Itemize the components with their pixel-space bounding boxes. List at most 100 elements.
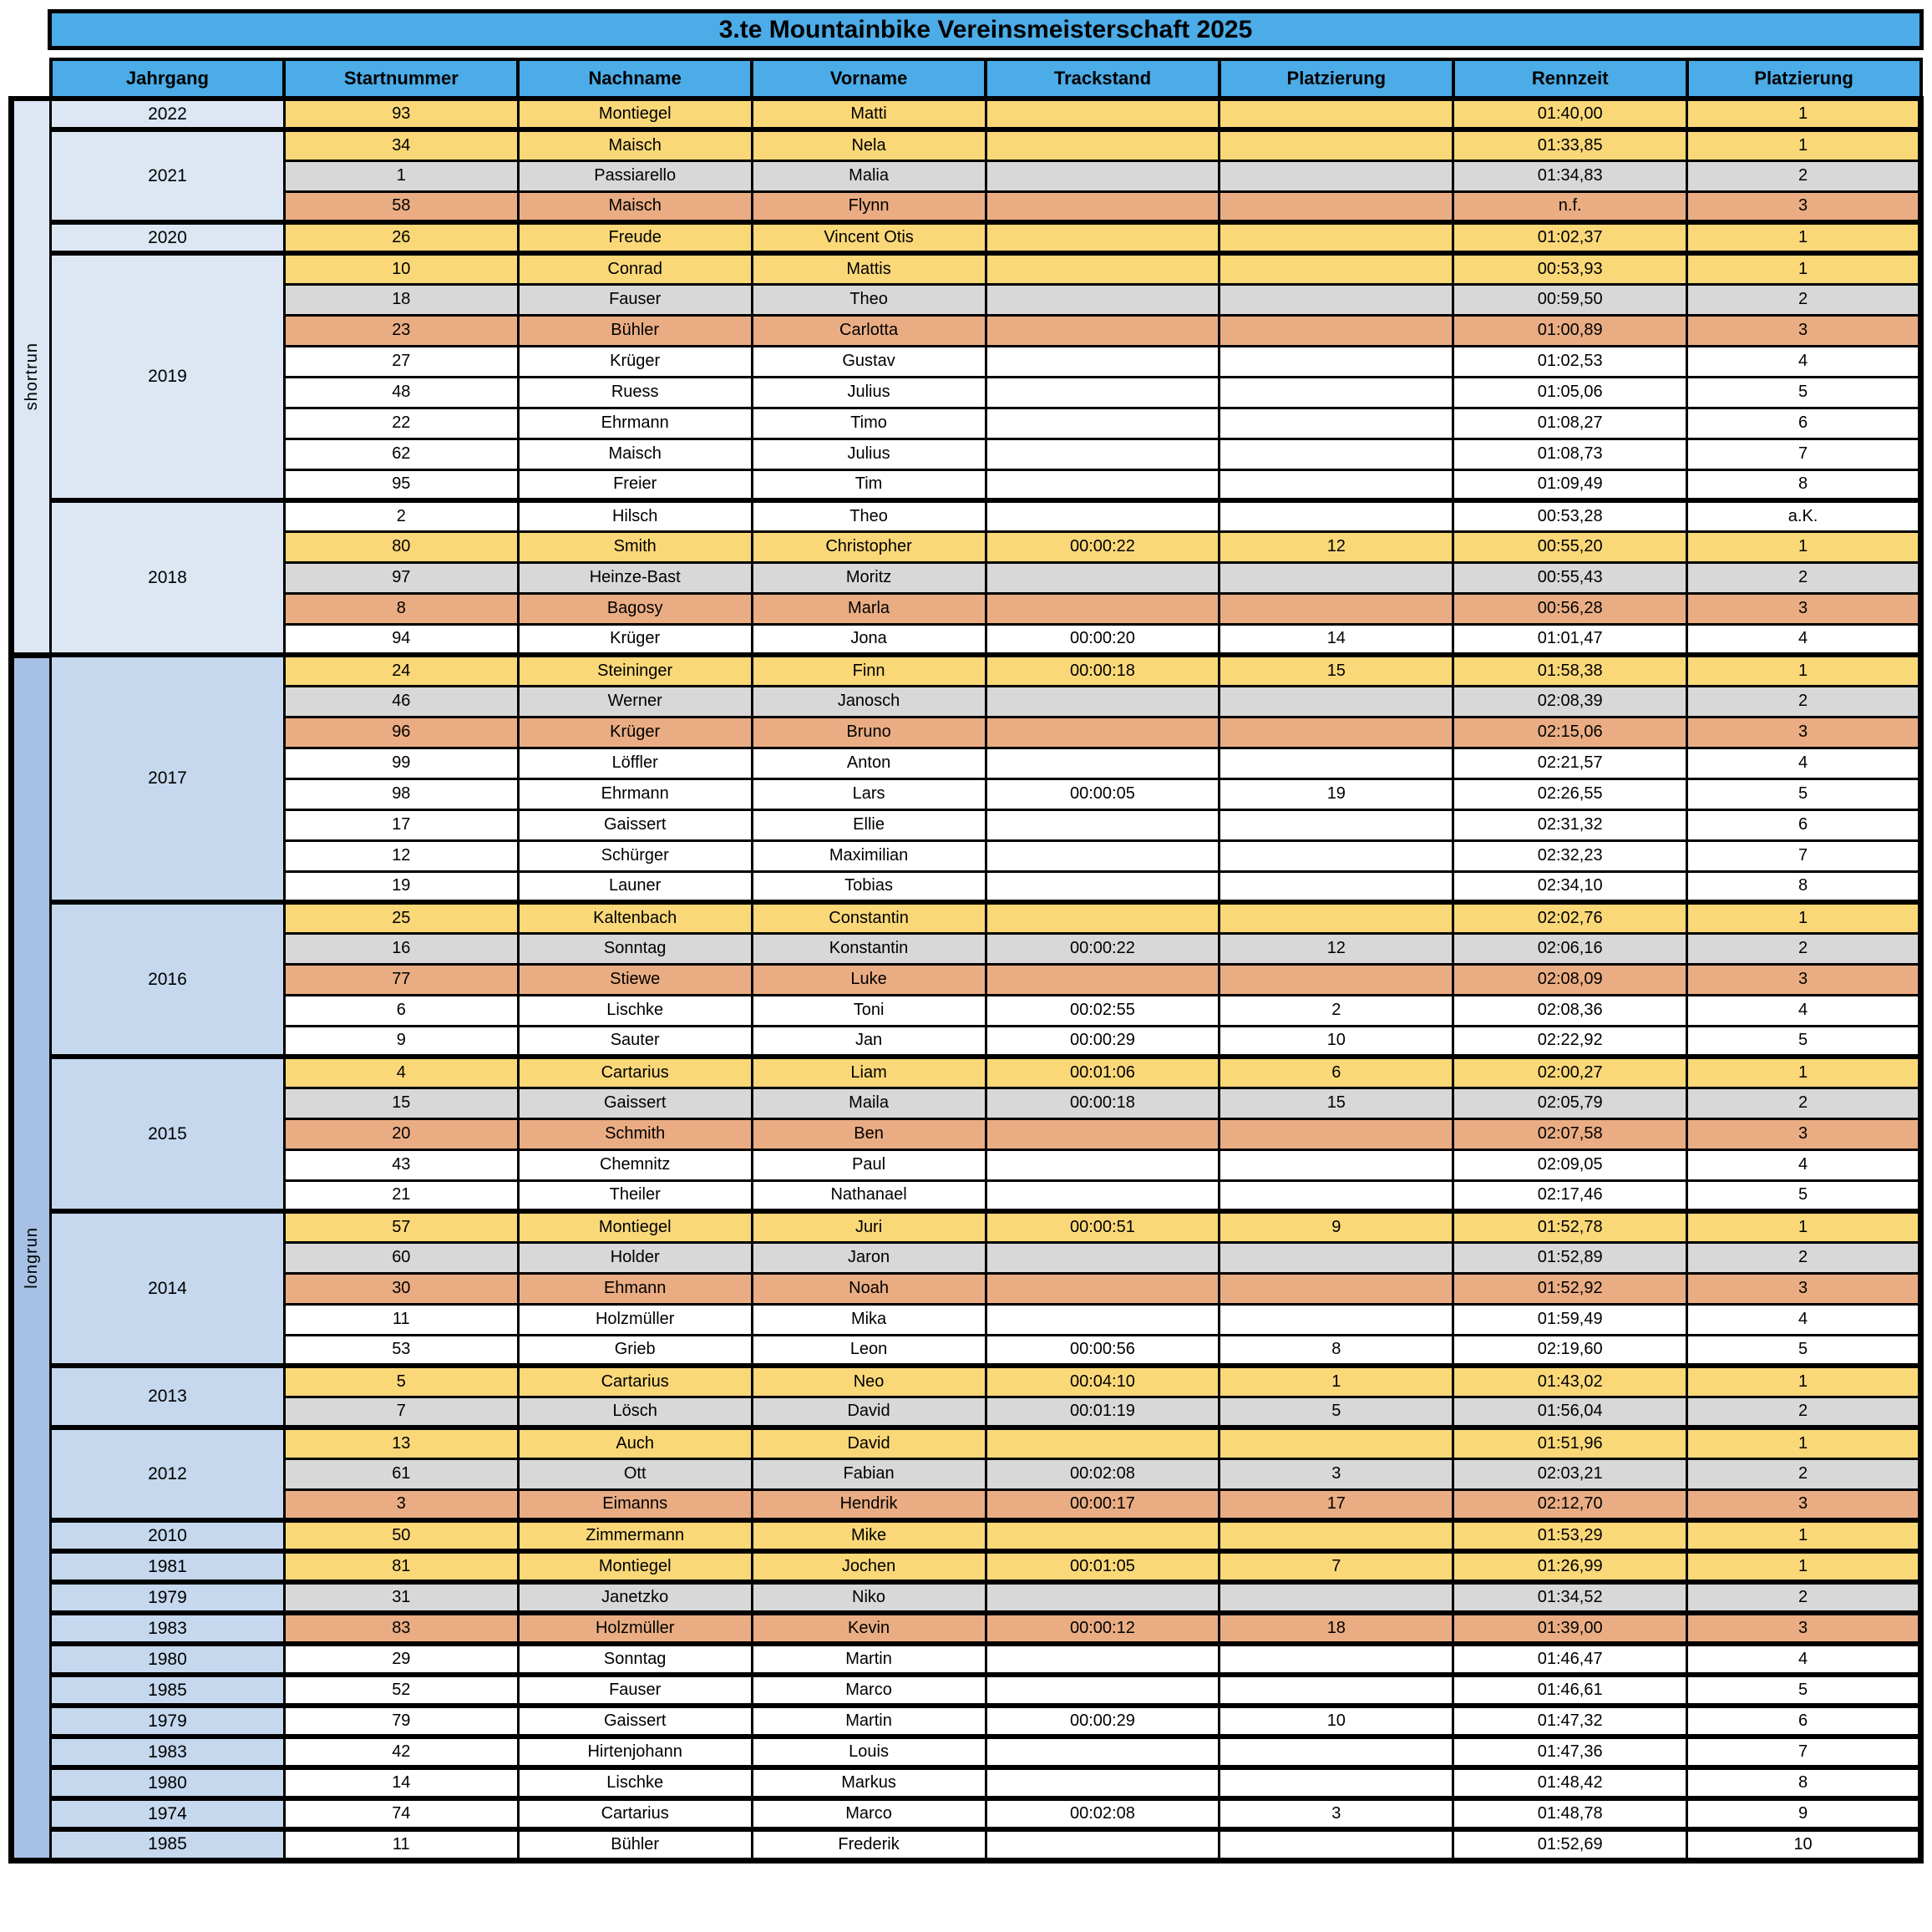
cell-startnummer: 13: [282, 1425, 520, 1460]
cell-startnummer: 42: [282, 1734, 520, 1769]
cell-vorname: Jan: [750, 1024, 987, 1058]
cell-startnummer: 31: [282, 1580, 520, 1615]
cell-startnummer: 10: [282, 251, 520, 286]
cell-rennzeit: 02:22,92: [1452, 1024, 1689, 1058]
cell-platz: 5: [1686, 1672, 1924, 1707]
cell-platzierung: [1218, 1302, 1455, 1336]
cell-trackstand: [984, 468, 1221, 502]
cell-rennzeit: 02:12,70: [1452, 1488, 1689, 1522]
header-row: Jahrgang Startnummer Nachname Vorname Tr…: [12, 58, 1923, 100]
cell-vorname: Luke: [750, 962, 987, 996]
cell-platzierung: [1218, 560, 1455, 595]
table-row: 2013 5 Cartarius Neo 00:04:10 1 01:43,02 1: [12, 1363, 1924, 1429]
cell-startnummer: 21: [282, 1179, 520, 1213]
cell-platzierung: 6: [1218, 1054, 1455, 1089]
cell-platzierung: [1218, 313, 1455, 347]
cell-platz: 2: [1686, 560, 1924, 595]
column-header-platzierung-1: Platzierung: [1217, 58, 1455, 100]
cell-platzierung: [1218, 1518, 1455, 1553]
cell-nachname: Sauter: [516, 1024, 753, 1058]
table-row: 1985 11 Bühler Frederik 01:52,69 10: [12, 1827, 1924, 1864]
table-row: 1 Passiarello Malia 01:34,83 2: [12, 159, 1924, 193]
cell-nachname: Werner: [516, 684, 753, 718]
cell-rennzeit: 01:53,29: [1452, 1518, 1689, 1553]
table-row: 2020 26 Freude Vincent Otis 01:02,37 1: [12, 220, 1924, 255]
cell-vorname: Noah: [750, 1271, 987, 1306]
column-header-jahrgang: Jahrgang: [48, 58, 287, 100]
cell-vorname: Toni: [750, 993, 987, 1027]
cell-rennzeit: 02:03,21: [1452, 1457, 1689, 1491]
table-row: 30 Ehmann Noah 01:52,92 3: [12, 1271, 1924, 1306]
year-cell: 2018: [49, 498, 286, 657]
cell-trackstand: [984, 159, 1221, 193]
cell-trackstand: [984, 560, 1221, 595]
cell-vorname: Markus: [750, 1765, 987, 1800]
table-row: 98 Ehrmann Lars 00:00:05 19 02:26,55 5: [12, 777, 1924, 811]
cell-platz: 10: [1686, 1827, 1924, 1864]
cell-vorname: Tim: [750, 468, 987, 502]
cell-trackstand: [984, 1425, 1221, 1460]
table-row: 2018 2 Hilsch Theo 00:53,28 a.K.: [12, 498, 1924, 657]
year-cell: 2014: [49, 1209, 286, 1367]
cell-platzierung: [1218, 870, 1455, 904]
cell-startnummer: 77: [282, 962, 520, 996]
cell-platz: 4: [1686, 1302, 1924, 1336]
cell-platzierung: 15: [1218, 652, 1455, 687]
cell-vorname: Martin: [750, 1641, 987, 1676]
cell-startnummer: 23: [282, 313, 520, 347]
cell-platz: 3: [1686, 1117, 1924, 1151]
table-row: 1983 83 Holzmüller Kevin 00:00:12 18 01:39,00 3: [12, 1610, 1924, 1645]
cell-nachname: Eimanns: [516, 1488, 753, 1522]
cell-startnummer: 96: [282, 715, 520, 749]
cell-nachname: Ott: [516, 1457, 753, 1491]
cell-vorname: Maila: [750, 1086, 987, 1120]
cell-trackstand: [984, 1765, 1221, 1800]
cell-vorname: Vincent Otis: [750, 220, 987, 255]
cell-rennzeit: 01:43,02: [1452, 1363, 1689, 1398]
cell-startnummer: 46: [282, 684, 520, 718]
cell-trackstand: [984, 746, 1221, 780]
table-row: 1979 79 Gaissert Martin 00:00:29 10 01:47,32 6: [12, 1703, 1924, 1738]
column-header-trackstand: Trackstand: [984, 58, 1221, 100]
cell-vorname: Tobias: [750, 870, 987, 904]
cell-platzierung: [1218, 962, 1455, 996]
cell-rennzeit: 01:39,00: [1452, 1610, 1689, 1645]
table-row: 2021 34 Maisch Nela 01:33,85 1: [12, 127, 1924, 224]
table-row: 2014 57 Montiegel Juri 00:00:51 9 01:52,78 1: [12, 1209, 1924, 1367]
column-header-rennzeit: Rennzeit: [1451, 58, 1689, 100]
cell-trackstand: [984, 1734, 1221, 1769]
cell-nachname: Schmith: [516, 1117, 753, 1151]
cell-vorname: David: [750, 1425, 987, 1460]
cell-platz: 1: [1686, 1425, 1924, 1460]
cell-vorname: Christopher: [750, 530, 987, 564]
cell-platzierung: [1218, 190, 1455, 224]
cell-nachname: Bagosy: [516, 591, 753, 626]
results-table-body: shortrun 2022 93 Montiegel Matti 01:40,00 1 202…: [8, 96, 1924, 1864]
cell-vorname: Flynn: [750, 190, 987, 224]
table-row: 22 Ehrmann Timo 01:08,27 6: [12, 406, 1924, 440]
table-row: 43 Chemnitz Paul 02:09,05 4: [12, 1148, 1924, 1182]
cell-nachname: Steininger: [516, 652, 753, 687]
cell-rennzeit: 00:59,50: [1452, 282, 1689, 317]
cell-vorname: Marco: [750, 1672, 987, 1707]
cell-rennzeit: 02:15,06: [1452, 715, 1689, 749]
cell-platz: 2: [1686, 684, 1924, 718]
cell-nachname: Freier: [516, 468, 753, 502]
table-row: 1981 81 Montiegel Jochen 00:01:05 7 01:26,99 1: [12, 1549, 1924, 1584]
cell-trackstand: [984, 1672, 1221, 1707]
year-cell: 2022: [49, 96, 286, 131]
year-cell: 2016: [49, 900, 286, 1058]
cell-platz: a.K.: [1686, 498, 1924, 533]
year-cell: 2015: [49, 1054, 286, 1213]
cell-nachname: Gaissert: [516, 1086, 753, 1120]
cell-vorname: Paul: [750, 1148, 987, 1182]
cell-rennzeit: 00:53,28: [1452, 498, 1689, 533]
cell-platzierung: 12: [1218, 931, 1455, 966]
cell-nachname: Bühler: [516, 1827, 753, 1864]
cell-vorname: Moritz: [750, 560, 987, 595]
cell-platzierung: [1218, 220, 1455, 255]
year-cell: 2013: [49, 1363, 286, 1429]
cell-nachname: Janetzko: [516, 1580, 753, 1615]
table-row: 94 Krüger Jona 00:00:20 14 01:01,47 4: [12, 622, 1924, 657]
cell-platzierung: [1218, 1179, 1455, 1213]
